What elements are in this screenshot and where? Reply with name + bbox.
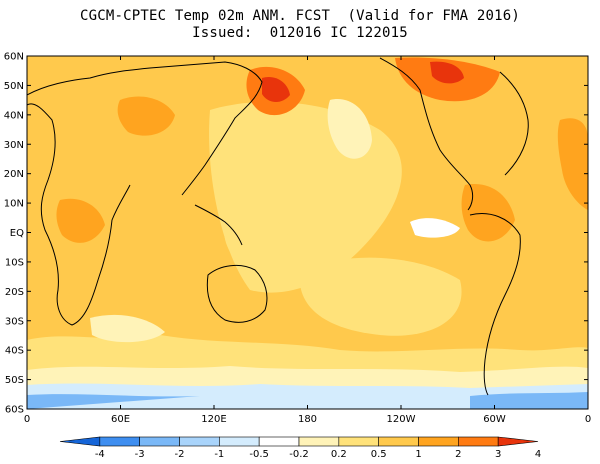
npacific-cool-patch <box>327 99 372 159</box>
lat-label: 20S <box>5 287 24 298</box>
lat-label: 10S <box>5 257 24 268</box>
enso-cool-patch <box>410 218 460 238</box>
lon-label: 180 <box>298 414 317 425</box>
lat-label: 50S <box>5 375 24 386</box>
lat-label: 30S <box>5 316 24 327</box>
colorbar-swatch <box>497 436 539 447</box>
colorbar-swatch <box>458 436 499 447</box>
colorbar-label: 4 <box>535 449 541 460</box>
indian-ocean-cool-patch <box>90 314 165 343</box>
lon-label: 120W <box>387 414 416 425</box>
lon-label: 120E <box>201 414 226 425</box>
lat-label: 40N <box>4 110 24 121</box>
maritime-continent-coast <box>194 204 243 246</box>
colorbar-label: 1 <box>415 449 421 460</box>
lon-label: 60W <box>483 414 506 425</box>
colorbar-label: -0.2 <box>289 449 309 460</box>
colorbar-label: -1 <box>214 449 224 460</box>
north-america-hot-core <box>430 61 464 84</box>
colorbar: -4 -3 -2 -1 -0.5 -0.2 0.2 0.5 1 2 3 4 <box>59 436 541 460</box>
lon-label: 60E <box>111 414 130 425</box>
colorbar-label: 2 <box>455 449 461 460</box>
north-america-west-coast <box>379 57 474 211</box>
colorbar-swatch <box>139 436 180 447</box>
colorbar-label: 0.5 <box>371 449 387 460</box>
south-pacific-light-zone <box>299 257 462 336</box>
colorbar-label: 3 <box>495 449 501 460</box>
wpac-patch <box>224 211 290 264</box>
north-america-east-coast <box>499 71 529 176</box>
eurasia-coast <box>27 61 263 196</box>
map-subtitle: Issued: 012016 IC 122015 <box>192 25 408 41</box>
colorbar-label: 0.2 <box>331 449 347 460</box>
colorbar-label: -3 <box>135 449 145 460</box>
lat-label: 60N <box>4 52 24 63</box>
south-america-warm-spot <box>461 184 515 242</box>
lat-label: 20N <box>4 169 24 180</box>
colorbar-swatch <box>298 436 340 447</box>
atlantic-east-warm-spot <box>557 118 588 210</box>
colorbar-swatch <box>378 436 419 447</box>
latitude-axis: 60N 50N 40N 30N 20N 10N EQ 10S 20S 30S 40S 50S 60S <box>4 52 588 416</box>
longitude-axis: 0 60E 120E 180 120W 60W 0 <box>24 56 591 425</box>
antarctic-cool-band <box>27 383 588 409</box>
npacific-hot-core <box>262 76 290 103</box>
lat-label: 50N <box>4 81 24 92</box>
colorbar-swatch <box>219 436 260 447</box>
colorbar-label: -0.5 <box>249 449 269 460</box>
antarctic-cold-band <box>27 392 588 409</box>
lat-label: 60S <box>5 405 24 416</box>
colorbar-swatch <box>338 436 379 447</box>
colorbar-swatch <box>418 436 459 447</box>
central-asia-warm-spot <box>117 96 175 136</box>
australia-coast <box>206 264 268 323</box>
map-title: CGCM-CPTEC Temp 02m ANM. FCST (Valid for… <box>79 8 521 24</box>
lon-label: 0 <box>24 414 30 425</box>
coastlines <box>27 57 529 396</box>
africa-coast <box>27 103 131 326</box>
colorbar-label: -2 <box>175 449 185 460</box>
colorbar-swatch <box>59 436 101 447</box>
lat-label: 30N <box>4 140 24 151</box>
colorbar-label: -4 <box>95 449 105 460</box>
south-america-coast <box>469 213 521 396</box>
lon-label: 0 <box>585 414 591 425</box>
anomaly-field <box>27 56 588 409</box>
colorbar-swatch <box>179 436 220 447</box>
lat-label: EQ <box>10 228 24 239</box>
lat-label: 10N <box>4 199 24 210</box>
colorbar-swatch <box>258 436 300 447</box>
colorbar-swatch <box>99 436 140 447</box>
lat-label: 40S <box>5 346 24 357</box>
africa-warm-spot <box>56 198 105 243</box>
